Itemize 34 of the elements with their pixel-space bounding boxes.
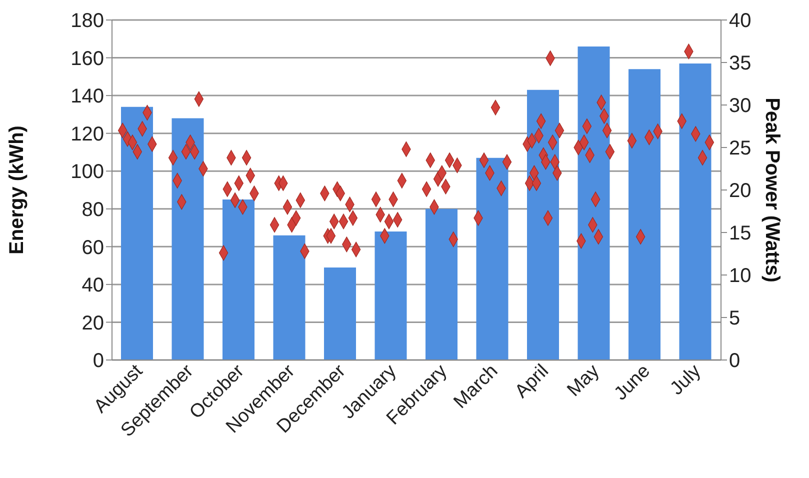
bar	[273, 235, 306, 360]
y-tick-label: 0	[92, 350, 104, 372]
y-tick-label: 80	[82, 198, 104, 221]
bar	[679, 63, 712, 360]
y2-tick-label: 5	[729, 308, 740, 330]
y2-tick-label: 20	[729, 180, 752, 202]
y-tick-label: 20	[82, 312, 104, 334]
y-tick-label: 100	[70, 161, 104, 184]
x-tick-label: July	[666, 360, 706, 400]
y-tick-label: 160	[70, 48, 104, 70]
y2-tick-label: 15	[729, 222, 752, 245]
bar	[374, 232, 407, 360]
y-tick-label: 180	[70, 10, 104, 32]
bar	[578, 46, 610, 360]
y2-tick-label: 30	[729, 95, 752, 118]
bar	[324, 267, 356, 360]
bar	[476, 158, 508, 360]
bar	[121, 106, 153, 360]
y2-tick-label: 40	[729, 10, 752, 32]
y-tick-label: 60	[82, 236, 104, 259]
y2-tick-label: 0	[729, 350, 740, 372]
bar	[426, 208, 458, 360]
bar	[222, 199, 254, 360]
y-tick-label: 120	[70, 123, 104, 146]
y2-axis-title: Peak Power (Watts)	[760, 98, 783, 282]
y-axis-title: Energy (kWh)	[6, 126, 28, 254]
y2-tick-label: 35	[729, 52, 752, 75]
y2-tick-label: 10	[729, 265, 752, 288]
y-tick-label: 140	[70, 86, 104, 108]
bar	[172, 118, 204, 360]
y2-tick-label: 25	[729, 138, 752, 160]
x-tick-label: May	[563, 360, 604, 401]
bar	[628, 69, 660, 360]
y-tick-label: 40	[82, 274, 104, 297]
